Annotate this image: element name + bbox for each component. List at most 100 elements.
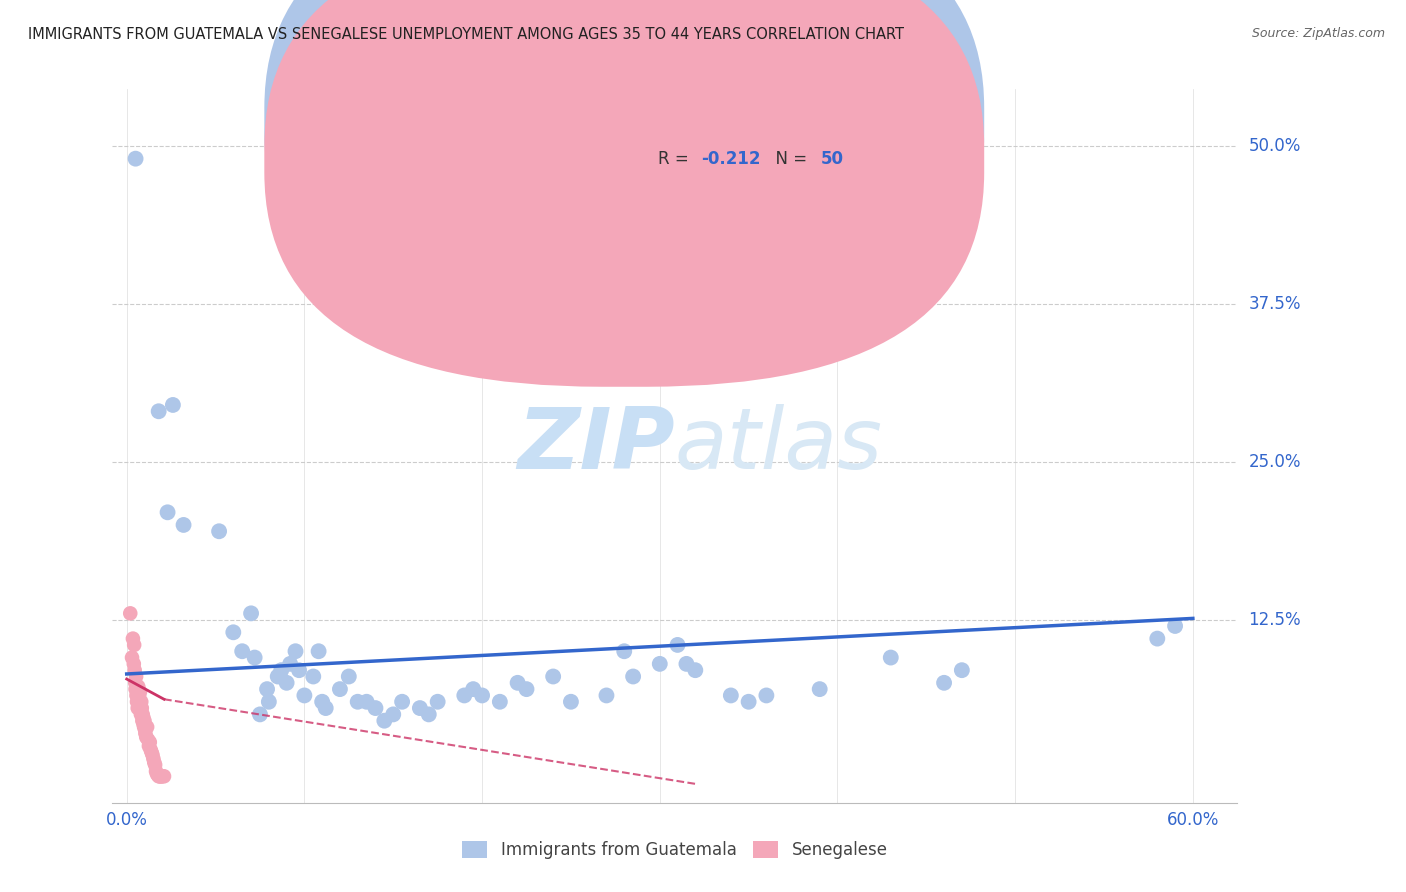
FancyBboxPatch shape [585,96,894,186]
Point [125,669,148,683]
Point [409,701,432,715]
Text: 59: 59 [821,112,844,130]
Point [720,689,742,703]
Point [149,769,172,783]
Point [808,682,831,697]
Point [122,657,145,671]
Point [685,663,707,677]
Point [173,517,195,532]
Point [284,644,307,658]
Point [124,663,146,677]
Point [136,720,159,734]
Point [132,710,155,724]
Point [135,730,157,744]
Point [278,657,301,671]
Point [150,769,173,783]
Point [146,766,169,780]
Point [737,695,759,709]
Text: 25.0%: 25.0% [1249,453,1301,471]
Point [128,695,150,709]
Point [148,404,170,418]
Point [129,707,152,722]
Text: 12.5%: 12.5% [1249,611,1301,629]
Point [489,695,512,709]
Point [156,505,179,519]
Point [337,669,360,683]
Point [138,739,160,753]
Point [270,663,292,677]
Point [308,644,330,658]
Point [418,707,440,722]
Point [257,695,280,709]
Point [302,669,325,683]
Point [141,745,163,759]
Point [132,720,155,734]
Point [932,675,955,690]
Text: R =: R = [658,112,695,130]
Text: R =: R = [658,150,695,168]
Point [240,607,263,621]
Point [127,682,149,697]
Point [453,689,475,703]
Point [621,669,644,683]
Point [134,726,156,740]
Text: 50: 50 [821,150,844,168]
Point [132,717,155,731]
Point [124,682,146,697]
Point [329,682,352,697]
Point [560,695,582,709]
Point [382,707,405,722]
Text: Source: ZipAtlas.com: Source: ZipAtlas.com [1251,27,1385,40]
Point [1164,619,1187,633]
Point [515,682,537,697]
Point [595,689,617,703]
Point [648,657,671,671]
Point [267,669,290,683]
Point [666,638,689,652]
Point [755,689,778,703]
Point [364,701,387,715]
Point [231,644,253,658]
Point [142,751,165,765]
FancyBboxPatch shape [264,0,984,387]
Text: 50.0%: 50.0% [1249,137,1301,155]
Point [131,714,153,728]
Point [129,701,152,715]
Point [222,625,245,640]
Point [150,769,173,783]
Point [129,684,152,698]
Point [373,714,395,728]
Text: ZIP: ZIP [517,404,675,488]
Point [146,768,169,782]
Point [506,675,529,690]
Point [134,714,156,728]
Point [136,732,159,747]
Point [249,707,271,722]
Point [134,723,156,737]
Text: IMMIGRANTS FROM GUATEMALA VS SENEGALESE UNEMPLOYMENT AMONG AGES 35 TO 44 YEARS C: IMMIGRANTS FROM GUATEMALA VS SENEGALESE … [28,27,904,42]
Point [162,398,184,412]
Point [243,650,266,665]
Point [148,769,170,783]
Point [127,680,149,694]
Point [122,638,145,652]
Legend: Immigrants from Guatemala, Senegalese: Immigrants from Guatemala, Senegalese [456,834,894,866]
Point [148,769,170,783]
Point [276,675,298,690]
Point [122,632,145,646]
Point [128,698,150,712]
Point [356,695,378,709]
Point [129,695,152,709]
Point [121,650,143,665]
Point [208,524,231,539]
Point [613,644,636,658]
Point [127,701,149,715]
Point [139,735,162,749]
Point [315,701,337,715]
Text: N =: N = [765,112,813,130]
Point [471,689,494,703]
Point [153,769,176,783]
Point [1146,632,1168,646]
Point [124,152,146,166]
Point [143,758,166,772]
